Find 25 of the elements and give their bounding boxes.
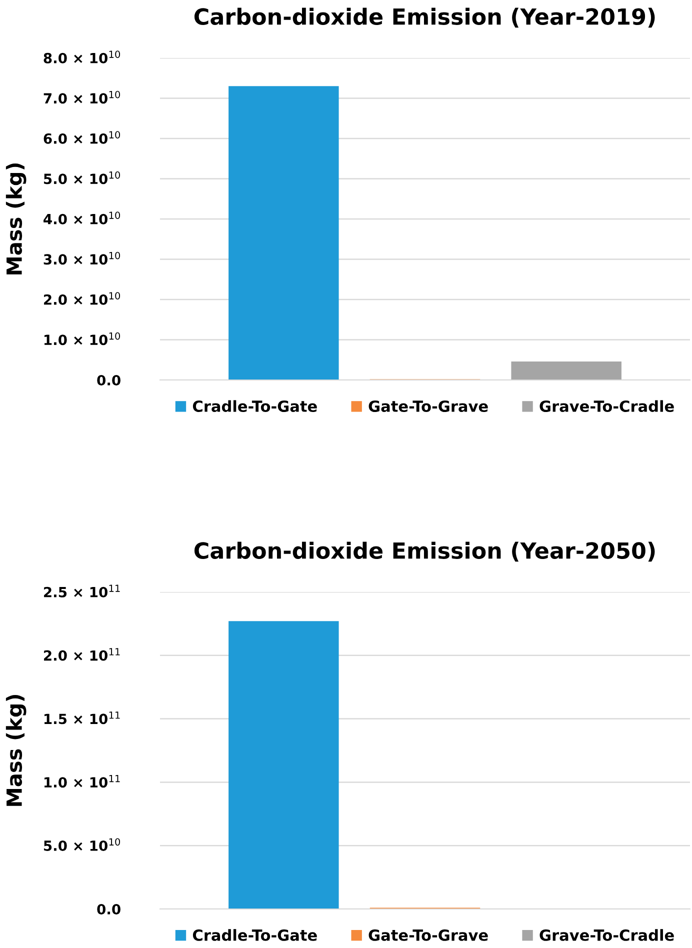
- y-tick-label: 5.0 × 10$^{10}$: [44, 838, 120, 851]
- chart-title: Carbon-dioxide Emission (Year-2050): [194, 542, 655, 562]
- y-tick-label: 1.0 × 10$^{10}$: [44, 332, 120, 346]
- y-tick-label: 2.0 × 10$^{11}$: [44, 648, 120, 661]
- y-tick-label: 4.0 × 10$^{10}$: [44, 212, 120, 224]
- y-tick-label: 1.5 × 10$^{11}$: [44, 712, 120, 724]
- y-tick-label: 0.0: [97, 904, 120, 914]
- y-tick-label: 8.0 × 10$^{10}$: [44, 50, 120, 64]
- legend-label: Grave-To-Cradle: [540, 400, 674, 412]
- y-tick-label: 6.0 × 10$^{10}$: [44, 131, 120, 144]
- y-tick-label: 2.5 × 10$^{11}$: [44, 584, 120, 598]
- legend-label: Cradle-To-Gate: [192, 929, 317, 941]
- chart-title: Carbon-dioxide Emission (Year-2019): [194, 8, 655, 28]
- y-tick-label: 3.0 × 10$^{10}$: [44, 252, 120, 265]
- legend-label: Gate-To-Grave: [368, 400, 488, 412]
- y-axis-title: Mass (kg): [6, 694, 26, 806]
- legend-label: Cradle-To-Gate: [192, 400, 317, 412]
- y-tick-label: 7.0 × 10$^{10}$: [44, 90, 120, 104]
- y-tick-label: 2.0 × 10$^{10}$: [44, 292, 120, 305]
- legend-label: Gate-To-Grave: [368, 929, 488, 941]
- y-tick-label: 1.0 × 10$^{11}$: [44, 774, 120, 788]
- y-tick-label: 0.0: [97, 374, 120, 386]
- y-tick-label: 5.0 × 10$^{10}$: [44, 171, 120, 184]
- y-axis-title: Mass (kg): [6, 163, 26, 274]
- legend-label: Grave-To-Cradle: [540, 929, 674, 941]
